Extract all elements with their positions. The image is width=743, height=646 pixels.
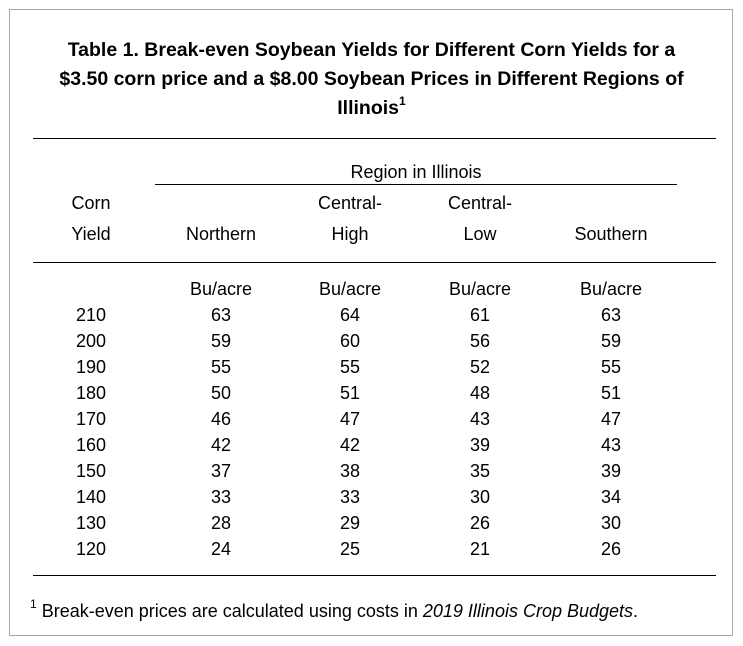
soybean-yield-cell: 51 [339, 383, 361, 403]
column-header-central-low-top: Central- [447, 193, 513, 213]
bottom-rule [33, 575, 716, 576]
corn-yield-cell: 140 [75, 487, 107, 507]
footnote: 1 Break-even prices are calculated using… [30, 595, 638, 622]
footnote-marker: 1 [30, 597, 37, 611]
top-rule [33, 138, 716, 139]
soybean-yield-cell: 43 [600, 435, 622, 455]
title-line-2: $3.50 corn price and a $8.00 Soybean Pri… [59, 68, 684, 90]
unit-label-central-high: Bu/acre [318, 279, 382, 299]
soybean-yield-cell: 55 [339, 357, 361, 377]
soybean-yield-cell: 25 [339, 539, 361, 559]
soybean-yield-cell: 64 [339, 305, 361, 325]
unit-label-northern: Bu/acre [189, 279, 253, 299]
soybean-yield-cell: 29 [339, 513, 361, 533]
soybean-yield-cell: 42 [210, 435, 232, 455]
header-rule [33, 262, 716, 263]
corn-yield-cell: 180 [75, 383, 107, 403]
corn-header-bottom: Yield [71, 224, 111, 244]
corn-yield-cell: 130 [75, 513, 107, 533]
corn-yield-cell: 120 [75, 539, 107, 559]
corn-yield-cell: 210 [75, 305, 107, 325]
title-superscript: 1 [399, 93, 406, 108]
soybean-yield-cell: 42 [339, 435, 361, 455]
corn-yield-cell: 200 [75, 331, 107, 351]
soybean-yield-cell: 60 [339, 331, 361, 351]
corn-yield-cell: 170 [75, 409, 107, 429]
column-header-southern: Southern [574, 224, 648, 244]
table-frame [9, 9, 733, 636]
title-line-3-text: Illinois [337, 97, 400, 119]
footnote-end: . [633, 601, 639, 621]
soybean-yield-cell: 48 [469, 383, 491, 403]
soybean-yield-cell: 51 [600, 383, 622, 403]
soybean-yield-cell: 33 [210, 487, 232, 507]
corn-header-top: Corn [71, 193, 111, 213]
soybean-yield-cell: 55 [600, 357, 622, 377]
column-header-central-high-top: Central- [317, 193, 383, 213]
unit-label-central-low: Bu/acre [448, 279, 512, 299]
soybean-yield-cell: 63 [210, 305, 232, 325]
soybean-yield-cell: 34 [600, 487, 622, 507]
soybean-yield-cell: 21 [469, 539, 491, 559]
soybean-yield-cell: 35 [469, 461, 491, 481]
soybean-yield-cell: 38 [339, 461, 361, 481]
footnote-source: 2019 Illinois Crop Budgets [422, 601, 634, 621]
soybean-yield-cell: 30 [600, 513, 622, 533]
soybean-yield-cell: 59 [210, 331, 232, 351]
soybean-yield-cell: 26 [469, 513, 491, 533]
soybean-yield-cell: 33 [339, 487, 361, 507]
footnote-text: Break-even prices are calculated using c… [36, 601, 423, 621]
soybean-yield-cell: 63 [600, 305, 622, 325]
soybean-yield-cell: 55 [210, 357, 232, 377]
soybean-yield-cell: 24 [210, 539, 232, 559]
soybean-yield-cell: 47 [600, 409, 622, 429]
corn-yield-cell: 160 [75, 435, 107, 455]
soybean-yield-cell: 47 [339, 409, 361, 429]
column-header-northern: Northern [185, 224, 257, 244]
soybean-yield-cell: 50 [210, 383, 232, 403]
soybean-yield-cell: 56 [469, 331, 491, 351]
soybean-yield-cell: 39 [469, 435, 491, 455]
title-line-1: Table 1. Break-even Soybean Yields for D… [67, 39, 676, 61]
soybean-yield-cell: 37 [210, 461, 232, 481]
soybean-yield-cell: 59 [600, 331, 622, 351]
corn-yield-cell: 150 [75, 461, 107, 481]
soybean-yield-cell: 26 [600, 539, 622, 559]
soybean-yield-cell: 52 [469, 357, 491, 377]
title-line-3: Illinois1 [0, 94, 743, 123]
soybean-yield-cell: 43 [469, 409, 491, 429]
soybean-yield-cell: 46 [210, 409, 232, 429]
unit-label-southern: Bu/acre [579, 279, 643, 299]
group-header-rule [155, 184, 677, 185]
soybean-yield-cell: 39 [600, 461, 622, 481]
table-title: Table 1. Break-even Soybean Yields for D… [0, 36, 743, 123]
soybean-yield-cell: 28 [210, 513, 232, 533]
group-header: Region in Illinois [350, 162, 482, 182]
soybean-yield-cell: 61 [469, 305, 491, 325]
column-header-central-low: Low [463, 224, 497, 244]
column-header-central-high: High [331, 224, 369, 244]
corn-yield-cell: 190 [75, 357, 107, 377]
soybean-yield-cell: 30 [469, 487, 491, 507]
